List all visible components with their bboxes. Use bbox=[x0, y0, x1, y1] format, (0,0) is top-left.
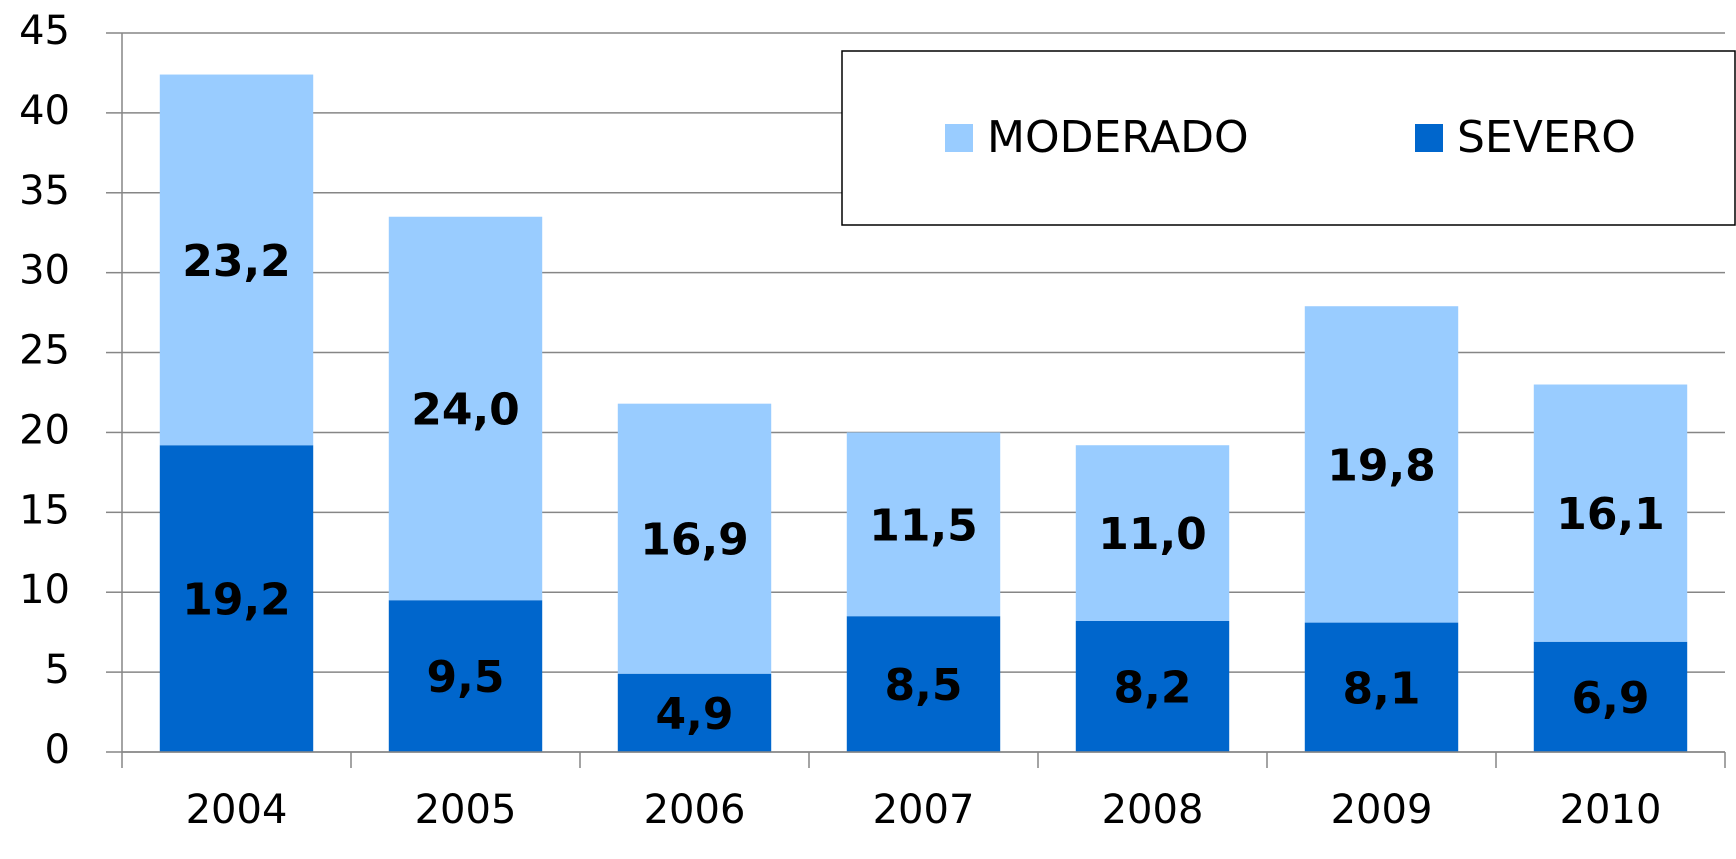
y-tick-label: 0 bbox=[45, 727, 70, 773]
value-label: 19,8 bbox=[1327, 440, 1436, 491]
bar-segment bbox=[159, 74, 314, 446]
bar-segment bbox=[1075, 620, 1230, 752]
y-tick-label: 20 bbox=[19, 407, 70, 453]
bar-segment bbox=[1075, 445, 1230, 621]
y-tick-label: 25 bbox=[19, 328, 70, 374]
x-tick-label: 2006 bbox=[644, 787, 746, 833]
value-label: 24,0 bbox=[411, 384, 520, 435]
y-tick-label: 30 bbox=[19, 248, 70, 294]
y-tick-label: 5 bbox=[45, 647, 70, 693]
value-label: 16,9 bbox=[640, 515, 749, 566]
legend-box bbox=[841, 50, 1736, 226]
value-label: 4,9 bbox=[656, 689, 734, 740]
value-label: 23,2 bbox=[182, 236, 291, 287]
legend-label: MODERADO bbox=[987, 112, 1249, 163]
bar-segment bbox=[1304, 622, 1459, 752]
value-label: 11,5 bbox=[869, 500, 978, 551]
bar-segment bbox=[846, 432, 1001, 617]
bar-segment bbox=[846, 616, 1001, 752]
x-tick-label: 2009 bbox=[1331, 787, 1433, 833]
y-tick-label: 10 bbox=[19, 567, 70, 613]
bar-segment bbox=[617, 403, 772, 674]
legend-swatch bbox=[945, 124, 973, 152]
y-tick-label: 15 bbox=[19, 487, 70, 533]
bar-segment bbox=[1533, 641, 1688, 752]
value-label: 11,0 bbox=[1098, 509, 1207, 560]
bar-segment bbox=[1533, 384, 1688, 642]
legend-label: SEVERO bbox=[1457, 112, 1636, 163]
value-label: 16,1 bbox=[1556, 489, 1665, 540]
x-tick-label: 2005 bbox=[415, 787, 517, 833]
bar-segment bbox=[1304, 306, 1459, 623]
x-tick-label: 2008 bbox=[1102, 787, 1204, 833]
x-tick-label: 2007 bbox=[873, 787, 975, 833]
bar-segment bbox=[617, 673, 772, 752]
x-tick-label: 2010 bbox=[1560, 787, 1662, 833]
bar-segment bbox=[388, 216, 543, 601]
value-label: 6,9 bbox=[1572, 673, 1650, 724]
value-label: 9,5 bbox=[427, 652, 505, 703]
x-tick-label: 2004 bbox=[186, 787, 288, 833]
legend-swatch bbox=[1415, 124, 1443, 152]
value-label: 8,1 bbox=[1343, 663, 1421, 714]
bar-segment bbox=[388, 600, 543, 752]
bar-segment bbox=[159, 445, 314, 752]
value-label: 8,5 bbox=[885, 660, 963, 711]
y-tick-label: 45 bbox=[19, 8, 70, 54]
y-tick-label: 35 bbox=[19, 168, 70, 214]
value-label: 19,2 bbox=[182, 575, 291, 626]
value-label: 8,2 bbox=[1114, 662, 1192, 713]
y-tick-label: 40 bbox=[19, 88, 70, 134]
